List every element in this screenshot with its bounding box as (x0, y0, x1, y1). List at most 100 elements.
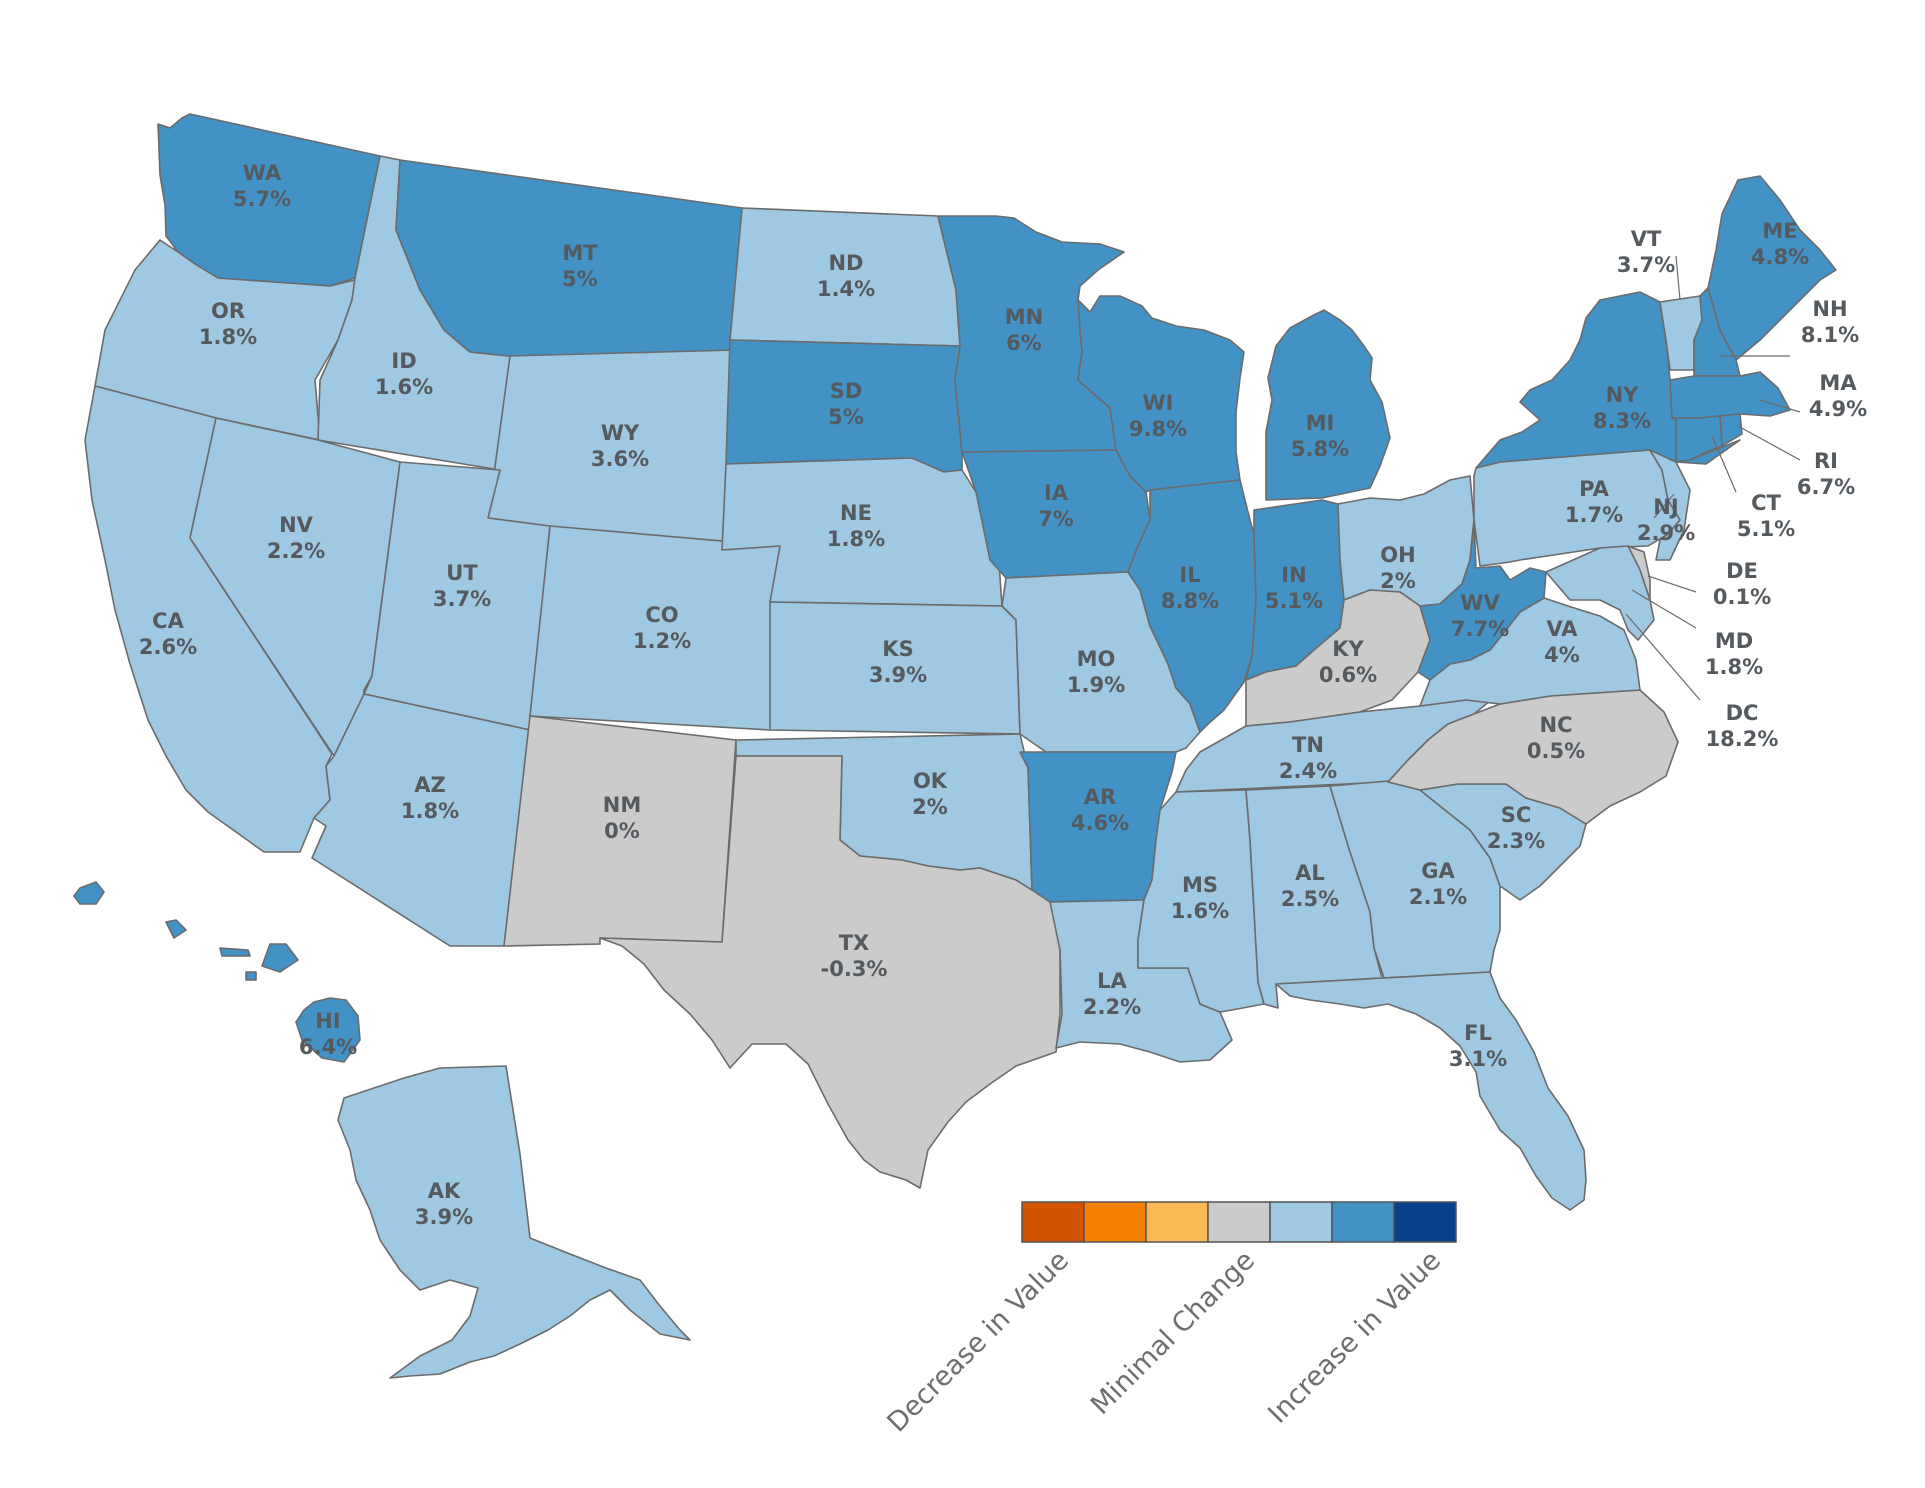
state-value-label-nj: 2.9% (1637, 521, 1695, 545)
state-tx (599, 755, 1061, 1189)
state-code-label-az: AZ (414, 773, 445, 797)
state-code-label-me: ME (1762, 219, 1797, 243)
state-value-label-nd: 1.4% (817, 277, 875, 301)
state-value-label-ak: 3.9% (415, 1205, 473, 1229)
state-value-label-ok: 2% (912, 795, 948, 819)
state-code-label-or: OR (211, 299, 245, 323)
state-code-label-mt: MT (562, 241, 598, 265)
leader-line-ma (1759, 399, 1801, 413)
leader-line-nj (1653, 493, 1675, 519)
state-value-label-wi: 9.8% (1129, 417, 1187, 441)
state-code-label-ak: AK (428, 1179, 461, 1203)
state-code-label-ms: MS (1182, 873, 1218, 897)
state-value-label-ia: 7% (1038, 507, 1074, 531)
state-code-label-mi: MI (1306, 411, 1335, 435)
legend-swatch-inc-strong (1393, 1201, 1457, 1243)
state-code-label-ct: CT (1751, 491, 1781, 515)
state-value-label-mo: 1.9% (1067, 673, 1125, 697)
state-code-label-sc: SC (1501, 803, 1532, 827)
state-value-label-oh: 2% (1380, 569, 1416, 593)
state-value-label-ky: 0.6% (1319, 663, 1377, 687)
state-value-label-ar: 4.6% (1071, 811, 1129, 835)
state-code-label-wa: WA (243, 161, 282, 185)
state-code-label-nm: NM (603, 793, 641, 817)
state-md (1545, 545, 1655, 641)
state-code-label-nj: NJ (1653, 495, 1678, 519)
state-code-label-ar: AR (1084, 785, 1116, 809)
state-code-label-ky: KY (1332, 637, 1364, 661)
state-code-label-ga: GA (1421, 859, 1455, 883)
state-code-label-va: VA (1546, 617, 1578, 641)
state-code-label-wv: WV (1460, 591, 1500, 615)
leader-line-dc (1625, 613, 1701, 701)
state-value-label-ne: 1.8% (827, 527, 885, 551)
state-value-label-co: 1.2% (633, 629, 691, 653)
state-value-label-ct: 5.1% (1737, 517, 1795, 541)
state-value-label-va: 4% (1544, 643, 1580, 667)
state-value-label-fl: 3.1% (1449, 1047, 1507, 1071)
state-code-label-ri: RI (1814, 449, 1838, 473)
state-value-label-hi: 6.4% (299, 1035, 357, 1059)
state-code-label-md: MD (1715, 629, 1753, 653)
state-value-label-md: 1.8% (1705, 655, 1763, 679)
legend-decrease-label: Decrease in Value (882, 1245, 1075, 1438)
state-value-label-wa: 5.7% (233, 187, 291, 211)
state-value-label-ny: 8.3% (1593, 409, 1651, 433)
state-value-label-mi: 5.8% (1291, 437, 1349, 461)
legend-swatch-dec-mid (1083, 1201, 1147, 1243)
state-code-label-in: IN (1281, 563, 1306, 587)
state-value-label-tx: -0.3% (821, 957, 888, 981)
states-layer (73, 113, 1837, 1379)
state-hi-oahu (165, 919, 187, 939)
legend-swatch-dec-strong (1021, 1201, 1085, 1243)
state-code-label-il: IL (1179, 563, 1200, 587)
state-ct (1671, 415, 1723, 463)
state-code-label-mo: MO (1077, 647, 1116, 671)
state-code-label-tx: TX (839, 931, 870, 955)
state-me (1707, 175, 1837, 361)
state-mi (1265, 309, 1391, 501)
state-value-label-dc: 18.2% (1706, 727, 1779, 751)
state-hi-small (245, 971, 257, 981)
state-or (94, 239, 356, 441)
state-code-label-nd: ND (828, 251, 863, 275)
state-code-label-ne: NE (840, 501, 872, 525)
state-value-label-de: 0.1% (1713, 585, 1771, 609)
state-value-label-il: 8.8% (1161, 589, 1219, 613)
state-value-label-la: 2.2% (1083, 995, 1141, 1019)
state-value-label-ma: 4.9% (1809, 397, 1867, 421)
state-value-label-mt: 5% (562, 267, 598, 291)
state-value-label-wy: 3.6% (591, 447, 649, 471)
state-value-label-mn: 6% (1006, 331, 1042, 355)
state-code-label-oh: OH (1380, 543, 1415, 567)
state-wv (1417, 519, 1547, 681)
state-code-label-vt: VT (1631, 227, 1662, 251)
legend-swatch-inc-light (1269, 1201, 1333, 1243)
state-code-label-nc: NC (1540, 713, 1573, 737)
state-value-label-ms: 1.6% (1171, 899, 1229, 923)
state-value-label-az: 1.8% (401, 799, 459, 823)
state-code-label-sd: SD (830, 379, 863, 403)
state-code-label-al: AL (1295, 861, 1325, 885)
state-nc (1387, 689, 1679, 825)
state-value-label-pa: 1.7% (1565, 503, 1623, 527)
state-ak (337, 1065, 691, 1379)
state-code-label-ca: CA (152, 609, 184, 633)
state-fl (1275, 971, 1587, 1211)
state-code-label-hi: HI (315, 1009, 340, 1033)
state-co (529, 525, 781, 731)
state-value-label-sc: 2.3% (1487, 829, 1545, 853)
state-value-label-tn: 2.4% (1279, 759, 1337, 783)
state-code-label-id: ID (391, 349, 416, 373)
legend: Decrease in Value Minimal Change Increase … (882, 1201, 1457, 1438)
state-code-label-wi: WI (1143, 391, 1174, 415)
state-code-label-ok: OK (913, 769, 948, 793)
state-code-label-ma: MA (1819, 371, 1857, 395)
state-ma (1669, 371, 1791, 419)
state-code-label-mn: MN (1005, 305, 1043, 329)
state-code-label-ia: IA (1044, 481, 1069, 505)
state-ny (1475, 291, 1741, 469)
leader-line-vt (1675, 255, 1681, 301)
state-hi-maui (261, 943, 299, 973)
state-hi-molokai (219, 947, 251, 957)
